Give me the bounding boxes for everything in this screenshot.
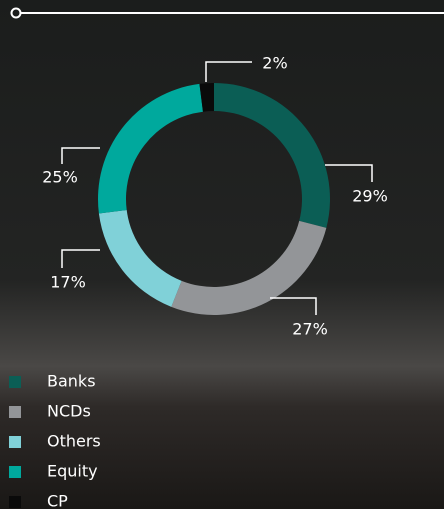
data-label: 17%	[50, 273, 86, 292]
legend-label: Equity	[47, 462, 98, 481]
legend-label: CP	[47, 492, 68, 509]
legend-label: Banks	[47, 372, 96, 391]
legend-swatch	[9, 496, 21, 508]
legend-swatch	[9, 436, 21, 448]
legend-swatch	[9, 406, 21, 418]
data-label: 2%	[262, 54, 287, 73]
page: 29%Banks27%NCDs17%Others25%Equity2%CP ((…	[0, 0, 444, 509]
data-label: 27%	[292, 320, 328, 339]
data-label: 29%	[352, 187, 388, 206]
legend-swatch	[9, 376, 21, 388]
legend-label: NCDs	[47, 402, 91, 421]
legend-label: Others	[47, 432, 101, 451]
chart: 29% Banks 27% NCDs 17% Others 25% Equity 2% CP	[0, 0, 444, 509]
legend-swatch	[9, 466, 21, 478]
data-label: 25%	[42, 168, 78, 187]
